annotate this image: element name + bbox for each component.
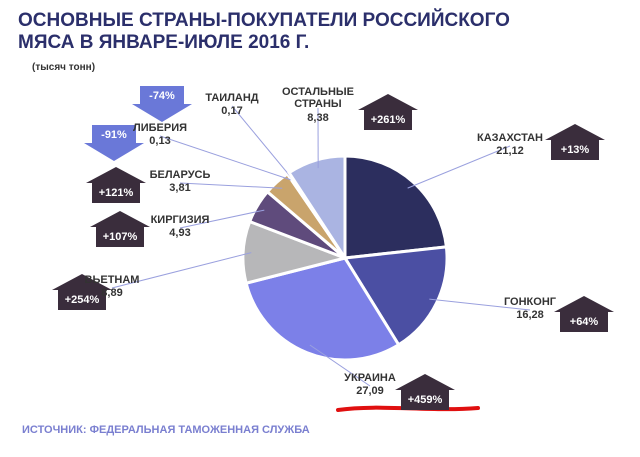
change-badge (84, 125, 144, 161)
category-label: КАЗАХСТАН (477, 132, 543, 144)
category-label: КИРГИЗИЯ (150, 214, 210, 226)
category-label: ОСТАЛЬНЫЕ СТРАНЫ (281, 86, 354, 110)
change-label: +13% (561, 144, 590, 156)
pie-slice (287, 154, 347, 264)
change-badge (358, 94, 418, 130)
value-label: 3,81 (169, 182, 191, 194)
chart-subtitle: (тысяч тонн) (32, 62, 96, 73)
change-badge (395, 374, 455, 410)
change-badge (554, 296, 614, 332)
source: ИСТОЧНИК: ФЕДЕРАЛЬНАЯ ТАМОЖЕННАЯ СЛУЖБА (22, 424, 310, 436)
leader-line (111, 252, 252, 289)
change-badge (545, 124, 605, 160)
change-label: +459% (408, 394, 443, 406)
change-label: -74% (149, 90, 175, 102)
value-label: 0,17 (221, 105, 243, 117)
category-label: ГОНКОНГ (503, 296, 557, 308)
category-label: ВЬЕТНАМ (84, 274, 140, 286)
leader-line (179, 209, 265, 229)
category-label: УКРАИНА (344, 372, 396, 384)
value-label: 16,28 (516, 309, 544, 321)
change-label: -91% (101, 129, 127, 141)
value-label: 21,12 (496, 145, 524, 157)
change-badge (132, 86, 192, 122)
pie-slice (343, 154, 449, 260)
change-label: +107% (103, 231, 138, 243)
change-badge (86, 167, 146, 203)
value-label: 4,93 (169, 227, 191, 239)
value-label: 0,13 (149, 135, 171, 147)
chart-title: ОСНОВНЫЕ СТРАНЫ-ПОКУПАТЕЛИ РОССИЙСКОГО М… (18, 10, 510, 53)
pie-slice (244, 256, 401, 362)
change-label: +254% (65, 294, 100, 306)
category-label: ТАИЛАНД (205, 92, 259, 104)
value-label: 8,89 (101, 287, 123, 299)
change-label: +261% (371, 114, 406, 126)
leader-line (231, 105, 294, 181)
category-label: ЛИБЕРИЯ (132, 122, 188, 134)
pie-slice (342, 245, 449, 347)
value-label: 8,38 (307, 112, 329, 124)
change-label: +121% (99, 187, 134, 199)
leader-line (407, 145, 511, 189)
leader-line (429, 298, 531, 311)
leader-line (179, 182, 283, 189)
value-label: 27,09 (356, 385, 384, 397)
category-label: БЕЛАРУСЬ (149, 169, 211, 181)
leader-line (309, 344, 371, 387)
change-badge (52, 274, 112, 310)
change-label: +64% (570, 316, 599, 328)
change-badge (90, 211, 150, 247)
leader-line (159, 135, 293, 181)
